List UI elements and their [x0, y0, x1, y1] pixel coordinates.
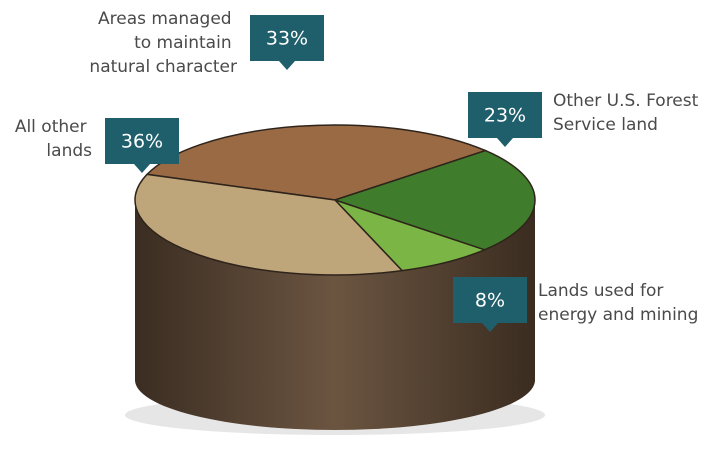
- category-label: All other lands: [15, 117, 92, 161]
- value-label: 36%: [121, 131, 163, 153]
- labels: 33% Areas managed to maintain natural cha…: [15, 9, 704, 332]
- category-label: Other U.S. Forest Service land: [553, 91, 704, 135]
- label-box: [105, 118, 179, 173]
- value-label: 23%: [484, 105, 526, 127]
- value-label: 33%: [266, 28, 308, 50]
- pie: [134, 124, 536, 276]
- pie-slice: [134, 173, 404, 276]
- pie-slice: [334, 199, 487, 272]
- value-label: 8%: [475, 290, 505, 312]
- category-label: Lands used for energy and mining: [538, 281, 698, 325]
- label-box: [468, 92, 542, 147]
- pie-slice: [332, 149, 536, 251]
- label-box: [453, 277, 527, 332]
- label-box: [250, 15, 324, 70]
- category-label: Areas managed to maintain natural charac…: [89, 9, 237, 77]
